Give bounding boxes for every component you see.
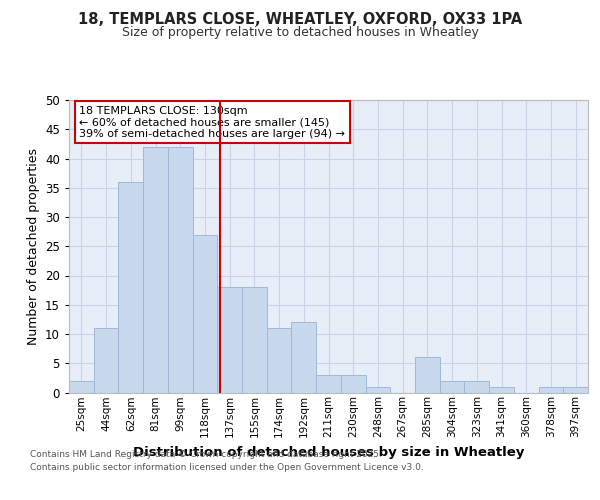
Bar	[539, 386, 563, 392]
Bar	[365, 386, 390, 392]
Text: Contains public sector information licensed under the Open Government Licence v3: Contains public sector information licen…	[30, 462, 424, 471]
Bar	[69, 381, 94, 392]
Text: Contains HM Land Registry data © Crown copyright and database right 2025.: Contains HM Land Registry data © Crown c…	[30, 450, 382, 459]
Text: Size of property relative to detached houses in Wheatley: Size of property relative to detached ho…	[122, 26, 478, 39]
Bar	[464, 381, 489, 392]
X-axis label: Distribution of detached houses by size in Wheatley: Distribution of detached houses by size …	[133, 446, 524, 458]
Bar	[341, 375, 365, 392]
Bar	[143, 147, 168, 392]
Bar	[489, 386, 514, 392]
Bar	[267, 328, 292, 392]
Bar	[217, 287, 242, 393]
Bar	[168, 147, 193, 392]
Bar	[242, 287, 267, 393]
Bar	[316, 375, 341, 392]
Bar	[415, 358, 440, 392]
Bar	[118, 182, 143, 392]
Bar	[563, 386, 588, 392]
Bar	[440, 381, 464, 392]
Text: 18 TEMPLARS CLOSE: 130sqm
← 60% of detached houses are smaller (145)
39% of semi: 18 TEMPLARS CLOSE: 130sqm ← 60% of detac…	[79, 106, 346, 139]
Y-axis label: Number of detached properties: Number of detached properties	[26, 148, 40, 345]
Bar	[94, 328, 118, 392]
Bar	[292, 322, 316, 392]
Bar	[193, 234, 217, 392]
Text: 18, TEMPLARS CLOSE, WHEATLEY, OXFORD, OX33 1PA: 18, TEMPLARS CLOSE, WHEATLEY, OXFORD, OX…	[78, 12, 522, 28]
